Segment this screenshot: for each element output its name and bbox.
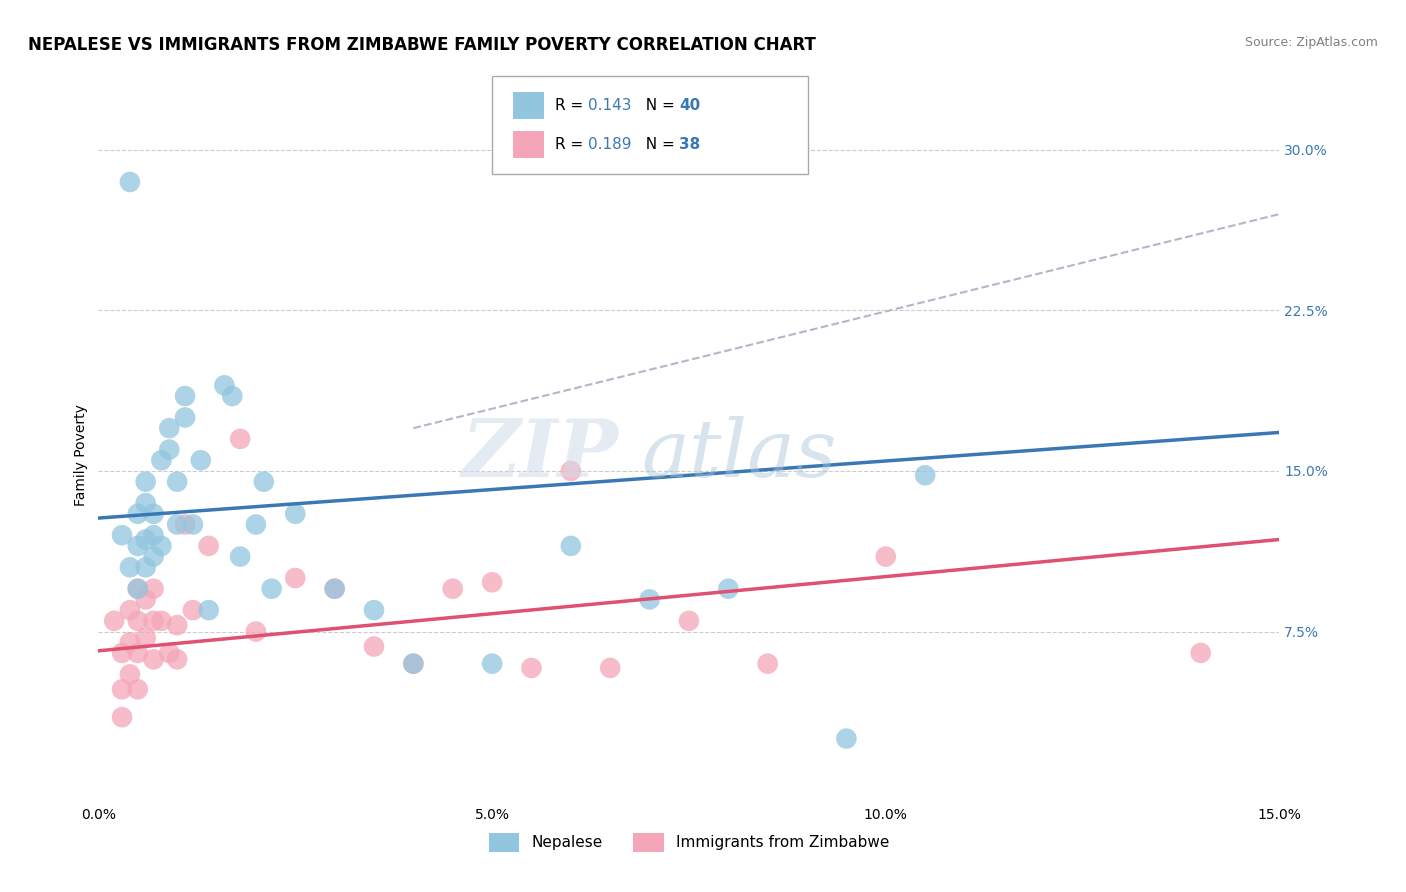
Point: [214, 378, 236, 392]
Y-axis label: Family Poverty: Family Poverty: [75, 404, 89, 506]
Text: N =: N =: [636, 98, 679, 112]
Point: [1189, 646, 1212, 660]
Point: [127, 682, 149, 697]
Text: NEPALESE VS IMMIGRANTS FROM ZIMBABWE FAMILY POVERTY CORRELATION CHART: NEPALESE VS IMMIGRANTS FROM ZIMBABWE FAM…: [28, 36, 815, 54]
Point: [150, 614, 173, 628]
Legend: Nepalese, Immigrants from Zimbabwe: Nepalese, Immigrants from Zimbabwe: [482, 827, 896, 858]
Point: [150, 539, 173, 553]
Point: [157, 646, 180, 660]
Point: [103, 614, 125, 628]
Point: [142, 614, 165, 628]
Point: [174, 389, 197, 403]
Text: 0.143: 0.143: [588, 98, 631, 112]
Point: [150, 453, 173, 467]
Point: [245, 624, 267, 639]
Point: [221, 389, 243, 403]
Point: [127, 614, 149, 628]
Point: [111, 646, 134, 660]
Point: [638, 592, 661, 607]
Text: ZIP: ZIP: [461, 417, 619, 493]
Point: [245, 517, 267, 532]
Point: [111, 528, 134, 542]
Point: [118, 560, 141, 574]
Point: [111, 710, 134, 724]
Text: R =: R =: [555, 137, 589, 152]
Point: [142, 549, 165, 564]
Point: [481, 657, 503, 671]
Point: [157, 421, 180, 435]
Point: [127, 539, 149, 553]
Text: 40: 40: [679, 98, 700, 112]
Point: [402, 657, 425, 671]
Point: [166, 475, 188, 489]
Point: [135, 592, 157, 607]
Point: [875, 549, 897, 564]
Point: [197, 603, 219, 617]
Point: [142, 652, 165, 666]
Point: [135, 496, 157, 510]
Point: [181, 517, 204, 532]
Point: [127, 507, 149, 521]
Point: [127, 582, 149, 596]
Point: [441, 582, 464, 596]
Point: [914, 468, 936, 483]
Point: [135, 475, 157, 489]
Point: [142, 582, 165, 596]
Text: 0.189: 0.189: [588, 137, 631, 152]
Point: [166, 618, 188, 632]
Point: [756, 657, 779, 671]
Point: [190, 453, 212, 467]
Point: [363, 603, 385, 617]
Point: [520, 661, 543, 675]
Point: [363, 640, 385, 654]
Point: [127, 582, 149, 596]
Point: [323, 582, 346, 596]
Point: [135, 560, 157, 574]
Point: [181, 603, 204, 617]
Point: [560, 539, 582, 553]
Point: [118, 175, 141, 189]
Point: [253, 475, 276, 489]
Point: [599, 661, 621, 675]
Point: [323, 582, 346, 596]
Point: [118, 667, 141, 681]
Point: [166, 652, 188, 666]
Text: atlas: atlas: [641, 417, 837, 493]
Text: R =: R =: [555, 98, 589, 112]
Point: [560, 464, 582, 478]
Point: [135, 631, 157, 645]
Point: [717, 582, 740, 596]
Point: [481, 575, 503, 590]
Point: [111, 682, 134, 697]
Point: [166, 517, 188, 532]
Point: [678, 614, 700, 628]
Point: [135, 533, 157, 547]
Point: [142, 507, 165, 521]
Point: [174, 410, 197, 425]
Point: [197, 539, 219, 553]
Point: [284, 507, 307, 521]
Point: [284, 571, 307, 585]
Text: N =: N =: [636, 137, 679, 152]
Text: Source: ZipAtlas.com: Source: ZipAtlas.com: [1244, 36, 1378, 49]
Point: [229, 549, 252, 564]
Point: [118, 635, 141, 649]
Point: [229, 432, 252, 446]
Point: [142, 528, 165, 542]
Point: [174, 517, 197, 532]
Point: [260, 582, 283, 596]
Point: [127, 646, 149, 660]
Point: [402, 657, 425, 671]
Point: [157, 442, 180, 457]
Text: 38: 38: [679, 137, 700, 152]
Point: [835, 731, 858, 746]
Point: [118, 603, 141, 617]
